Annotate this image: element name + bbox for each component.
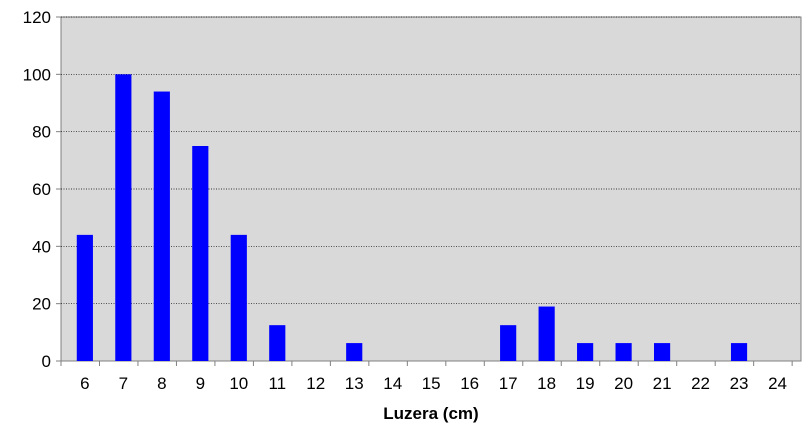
x-tick-label: 13 — [345, 374, 364, 393]
x-tick-label: 10 — [229, 374, 248, 393]
bar — [538, 306, 555, 361]
x-tick-label: 8 — [157, 374, 166, 393]
y-axis-ticks: 0 20 40 60 80 100 120 — [23, 8, 61, 371]
y-tick-label: 40 — [32, 237, 51, 256]
x-tick-label: 9 — [196, 374, 205, 393]
x-tick-label: 22 — [691, 374, 710, 393]
bar — [269, 325, 286, 361]
x-tick-label: 14 — [383, 374, 402, 393]
x-tick-label: 12 — [306, 374, 325, 393]
bar — [115, 74, 132, 361]
bar — [153, 91, 170, 362]
gridlines — [61, 16, 801, 305]
x-axis-ticks: 6 7 8 9 10 11 12 13 14 15 16 17 18 19 20 21 22 23 24 — [60, 361, 793, 393]
y-tick-label: 80 — [32, 123, 51, 142]
x-tick-label: 17 — [499, 374, 518, 393]
bar — [730, 343, 748, 361]
x-tick-label: 20 — [614, 374, 633, 393]
bar — [230, 234, 247, 361]
x-tick-label: 7 — [119, 374, 128, 393]
bar — [615, 343, 632, 361]
x-tick-label: 6 — [80, 374, 89, 393]
x-tick-label: 23 — [730, 374, 749, 393]
x-tick-label: 24 — [768, 374, 787, 393]
y-tick-label: 60 — [32, 180, 51, 199]
x-tick-label: 18 — [537, 374, 556, 393]
x-tick-label: 15 — [422, 374, 441, 393]
x-tick-label: 19 — [576, 374, 595, 393]
x-tick-label: 16 — [460, 374, 479, 393]
bar — [192, 146, 209, 361]
x-tick-label: 21 — [653, 374, 672, 393]
y-tick-label: 100 — [23, 65, 51, 84]
x-axis-title: Luzera (cm) — [383, 404, 478, 423]
y-tick-label: 20 — [32, 295, 51, 314]
x-tick-label: 11 — [268, 374, 286, 393]
y-tick-label: 120 — [23, 8, 51, 27]
y-tick-label: 0 — [42, 352, 51, 371]
bar — [346, 343, 363, 361]
bar — [500, 325, 517, 361]
bar — [577, 343, 594, 361]
bar — [654, 343, 671, 361]
bars — [76, 74, 748, 362]
bar — [76, 234, 93, 361]
